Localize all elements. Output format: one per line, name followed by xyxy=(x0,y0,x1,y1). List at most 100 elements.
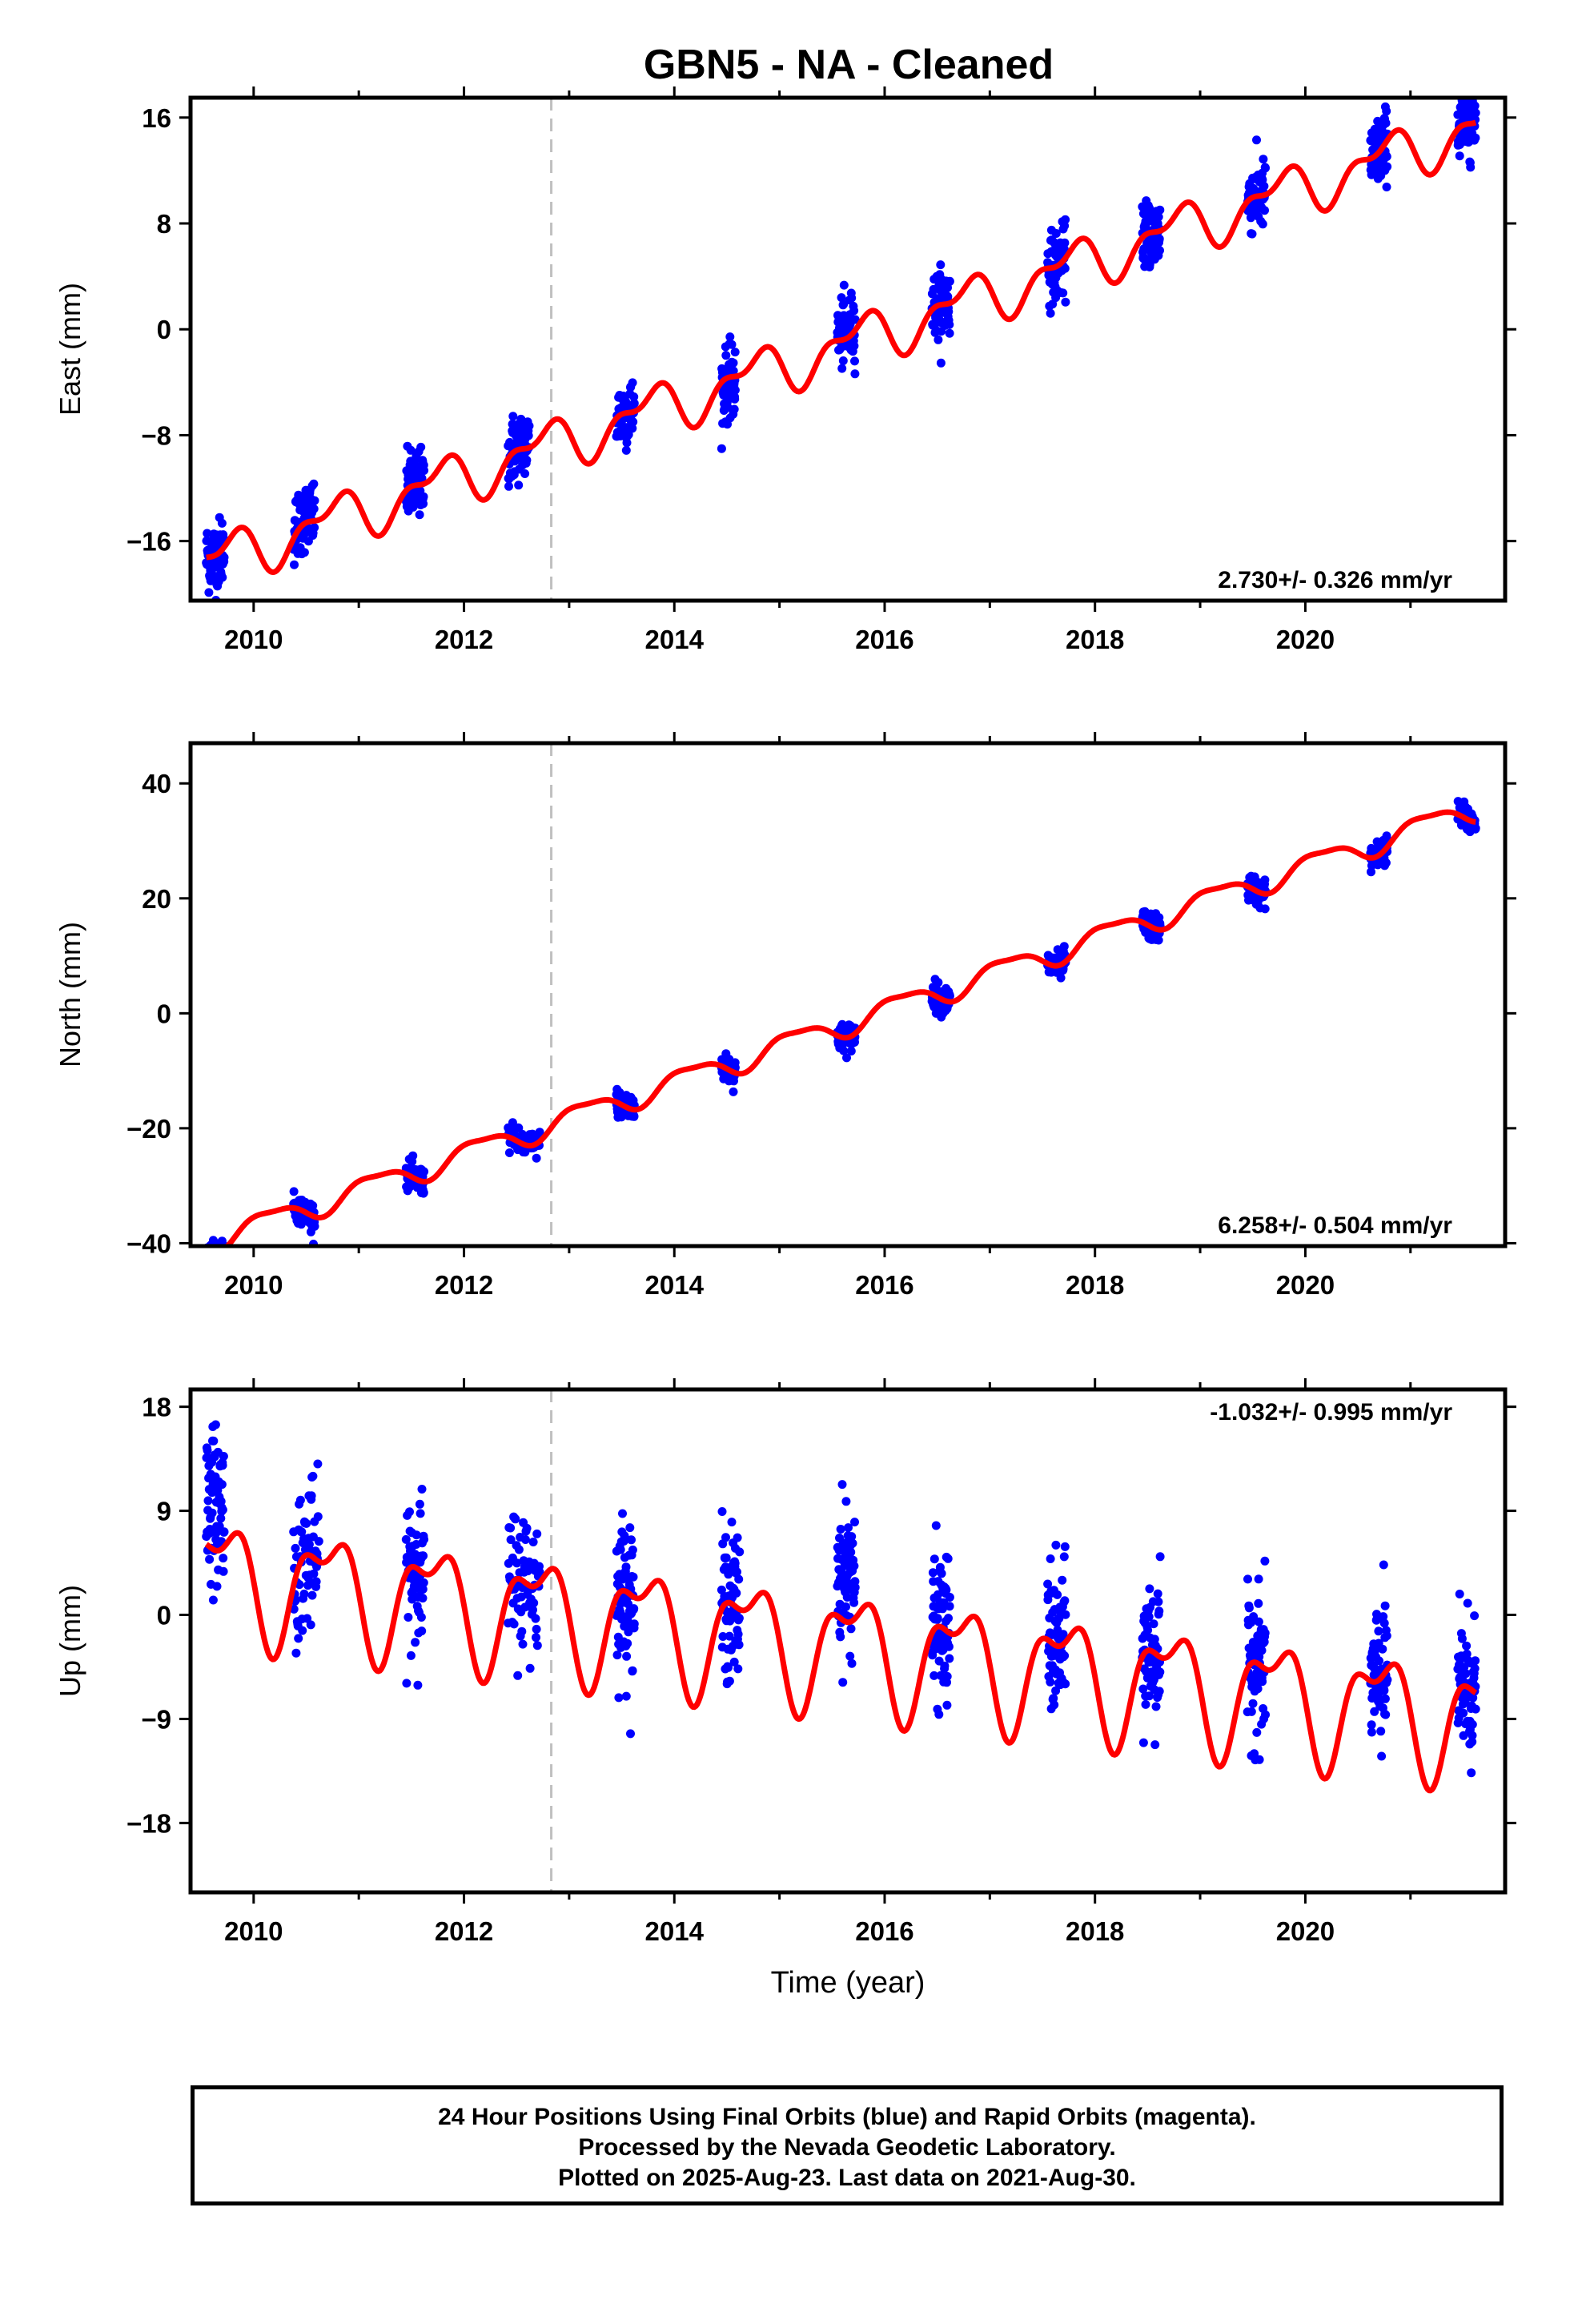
north-data-point xyxy=(1154,935,1163,945)
north-data-point xyxy=(213,1249,222,1258)
up-data-point xyxy=(1380,1694,1390,1703)
up-data-point xyxy=(837,1480,847,1490)
up-data-point xyxy=(1049,1694,1058,1703)
footer-line-3: Plotted on 2025-Aug-23. Last data on 202… xyxy=(558,2165,1136,2191)
north-data-point xyxy=(289,1187,299,1196)
up-data-point xyxy=(849,1598,859,1607)
up-data-point xyxy=(1380,1601,1390,1610)
up-data-point xyxy=(928,1568,938,1578)
up-data-point xyxy=(1145,1691,1154,1701)
up-data-point xyxy=(219,1566,228,1576)
east-data-point xyxy=(721,351,731,360)
north-data-point xyxy=(206,1258,215,1267)
up-data-point xyxy=(1059,1552,1069,1562)
up-data-point xyxy=(629,1604,639,1614)
up-data-point xyxy=(420,1534,429,1544)
up-data-point xyxy=(1460,1698,1470,1707)
up-data-point xyxy=(1462,1641,1472,1651)
east-data-point xyxy=(406,445,416,455)
up-data-point xyxy=(733,1567,741,1577)
east-data-point xyxy=(850,356,859,366)
up-data-point xyxy=(416,1509,425,1518)
north-panel: 2010 2012 2014 2016 2018 2020 −40 −20 0 20 40 North… xyxy=(54,732,1516,1300)
up-data-point xyxy=(308,1471,318,1481)
up-data-point xyxy=(838,1678,848,1687)
north-data-point xyxy=(203,1252,212,1261)
east-data-point xyxy=(1155,246,1164,255)
up-data-point xyxy=(1243,1574,1252,1584)
east-x-tick-label: 2010 xyxy=(224,625,283,654)
east-data-point xyxy=(415,510,424,520)
footer-line-2: Processed by the Nevada Geodetic Laborat… xyxy=(578,2134,1116,2161)
up-data-point xyxy=(1254,1574,1263,1584)
up-x-tick-label: 2016 xyxy=(855,1916,913,1946)
up-data-point xyxy=(522,1523,532,1533)
east-data-point xyxy=(520,469,530,478)
up-data-point xyxy=(1154,1687,1164,1696)
up-data-point xyxy=(847,1532,857,1542)
up-data-point xyxy=(721,1533,730,1542)
up-data-point xyxy=(735,1547,745,1557)
east-data-point xyxy=(1259,182,1269,191)
up-data-point xyxy=(1151,1702,1161,1711)
east-data-point xyxy=(727,340,737,349)
north-y-tick-label: −40 xyxy=(126,1228,171,1258)
north-data-point xyxy=(218,1248,227,1256)
north-data-point xyxy=(1260,875,1270,885)
up-data-point xyxy=(205,1554,215,1564)
east-data-point xyxy=(1470,101,1480,111)
east-data-point xyxy=(1462,78,1471,86)
north-data-point xyxy=(211,1253,220,1262)
up-data-point xyxy=(413,1680,423,1690)
up-data-point xyxy=(1260,1628,1270,1638)
east-data-point xyxy=(1060,263,1070,273)
east-y-tick-label: 8 xyxy=(157,209,171,239)
up-data-point xyxy=(734,1574,744,1584)
east-data-point xyxy=(730,394,740,404)
east-data-point xyxy=(1455,151,1464,161)
north-data-point xyxy=(210,1253,219,1262)
up-data-point xyxy=(218,1461,227,1470)
north-data-point xyxy=(203,1248,211,1257)
up-data-point xyxy=(401,1534,411,1544)
up-data-point xyxy=(209,1436,219,1445)
up-data-point xyxy=(1375,1656,1383,1666)
east-data-point xyxy=(621,445,631,455)
up-data-point xyxy=(405,1507,414,1517)
up-data-point xyxy=(314,1537,323,1546)
up-data-point xyxy=(1261,1710,1270,1719)
up-data-point xyxy=(1153,1589,1162,1598)
up-y-tick-label: 18 xyxy=(142,1393,171,1422)
up-data-point xyxy=(942,1700,952,1710)
up-data-point xyxy=(513,1671,523,1680)
up-data-point xyxy=(618,1509,627,1518)
up-data-point xyxy=(1379,1612,1388,1622)
up-data-point xyxy=(850,1518,859,1527)
up-data-point xyxy=(217,1480,227,1490)
east-data-point xyxy=(945,328,954,338)
north-data-point xyxy=(219,1252,227,1261)
up-data-point xyxy=(945,1593,954,1602)
east-data-point xyxy=(522,456,532,465)
up-data-point xyxy=(532,1529,542,1538)
up-data-point xyxy=(934,1710,944,1719)
north-y-tick-label: 0 xyxy=(157,999,171,1028)
up-data-point xyxy=(945,1602,954,1611)
up-data-point xyxy=(307,1590,317,1600)
north-data-point xyxy=(729,1087,738,1096)
east-data-point xyxy=(1252,135,1261,145)
east-y-tick-label: 0 xyxy=(157,315,171,344)
up-data-point xyxy=(1058,1630,1068,1639)
up-data-point xyxy=(1060,1542,1070,1551)
north-data-point xyxy=(308,1201,318,1210)
up-data-point xyxy=(942,1671,952,1681)
up-data-point xyxy=(402,1679,412,1688)
up-data-point xyxy=(1379,1686,1389,1695)
east-model-curve xyxy=(205,119,1477,575)
east-data-point xyxy=(934,335,943,344)
up-data-point xyxy=(1043,1579,1053,1589)
east-frame xyxy=(188,95,1508,603)
east-data-point xyxy=(310,496,319,505)
east-data-point xyxy=(218,573,227,582)
east-panel: 2010 2012 2014 2016 2018 2020 −16 −8 0 8 16 East (m… xyxy=(54,78,1516,654)
